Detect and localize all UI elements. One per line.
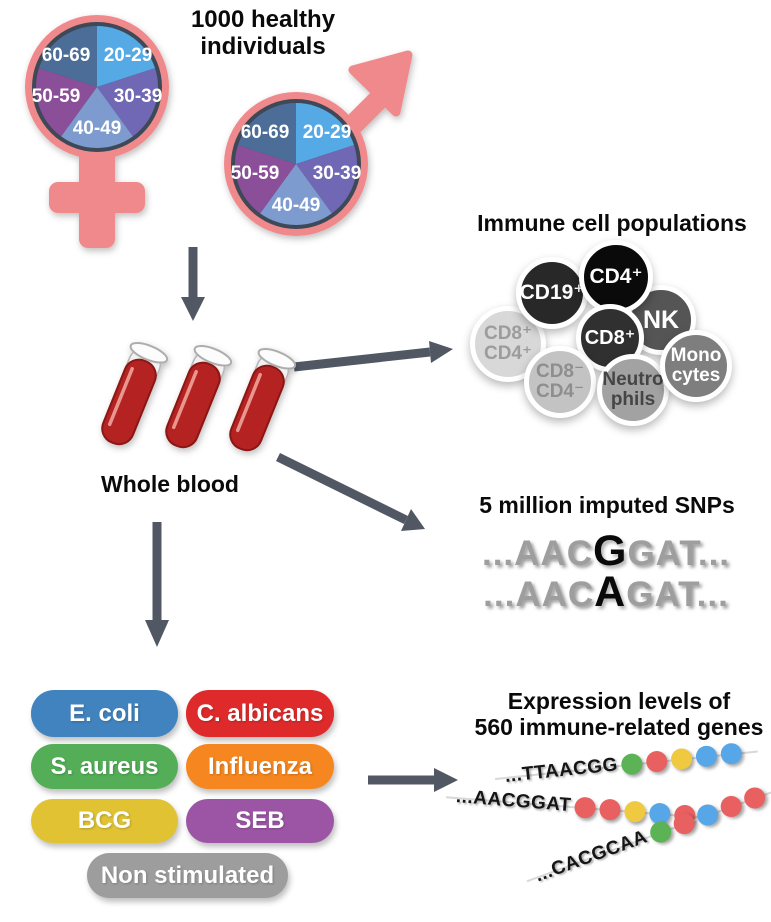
green-expression-dot <box>620 752 644 776</box>
cell-label: NK <box>642 306 680 334</box>
flow-arrows <box>145 247 458 792</box>
expression-title-line2: 560 immune-related genes <box>474 714 764 740</box>
whole-blood-label: Whole blood <box>101 471 239 497</box>
yellow-expression-dot <box>624 799 647 823</box>
red-expression-dot <box>645 749 669 773</box>
cell-label: CD19⁺ <box>519 281 585 304</box>
pie-label-20-29: 20-29 <box>303 122 352 143</box>
arrow-cohort-to-blood-head <box>181 297 205 321</box>
blood-tube-icon <box>101 342 169 446</box>
pie-label-20-29: 20-29 <box>104 45 153 66</box>
snp-seq-pre: ...AAC <box>483 575 595 614</box>
pill-label: BCG <box>77 807 132 834</box>
snp-variant-letter: G <box>592 527 628 575</box>
pill-label: C. albicans <box>196 699 324 727</box>
pie-slice-30-39 <box>97 68 159 137</box>
cell-neutrophils: Neutro phils <box>597 354 669 426</box>
cell-label: CD4⁻ <box>535 381 585 402</box>
pie-slice-60-69 <box>38 26 97 87</box>
stimulus-pill-bcg: BCG <box>31 799 178 843</box>
cell-label: CD8⁺ <box>483 323 533 344</box>
pill-label: SEB <box>235 807 285 834</box>
cohort-title: 1000 healthy individuals <box>190 6 336 60</box>
immune-cells-title: Immune cell populations <box>477 210 747 236</box>
snp-seq-post: GAT... <box>627 534 731 573</box>
snp-sequence-alt: ...AACAGAT... <box>450 568 762 617</box>
female-symbol: 20-29 30-39 40-49 50-59 60-69 <box>25 15 169 248</box>
snp-sequence-ref: ...AACGGAT... <box>450 527 762 576</box>
snp-seq-pre: ...AAC <box>481 534 593 573</box>
arrow-stimuli-to-expression-head <box>434 768 458 792</box>
blood-tubes <box>101 342 297 452</box>
arrow-blood-to-snps-head <box>401 509 425 531</box>
pie-label-40-49: 40-49 <box>73 118 122 139</box>
pie-slice-40-49 <box>260 164 332 226</box>
stimulus-pill-ecoli: E. coli <box>31 690 178 737</box>
pie-label-40-49: 40-49 <box>272 195 321 216</box>
arrow-blood-to-snps <box>276 452 408 525</box>
pie-label-50-59: 50-59 <box>32 86 81 107</box>
cell-cd4: CD4⁺ <box>579 240 653 314</box>
arrow-blood-to-cells <box>293 347 431 372</box>
pie-slice-60-69 <box>237 103 296 164</box>
stimulus-pill-saureus: S. aureus <box>31 744 178 789</box>
arrow-blood-to-cells-head <box>429 341 453 363</box>
red-expression-dot <box>599 797 622 821</box>
yellow-expression-dot <box>670 746 694 770</box>
pie-label-30-39: 30-39 <box>313 163 362 184</box>
pill-label: Non stimulated <box>100 861 275 889</box>
pie-slice-20-29 <box>97 26 156 87</box>
snp-seq-post: GAT... <box>626 575 729 614</box>
blue-expression-dot <box>695 744 719 768</box>
arrow-blood-to-stimuli-head <box>145 620 169 647</box>
pie-label-60-69: 60-69 <box>42 45 91 66</box>
cell-cd8neg-cd4neg: CD8⁻ CD4⁻ <box>524 346 596 418</box>
stimulus-pill-influenza: Influenza <box>186 744 334 789</box>
pie-slice-50-59 <box>35 68 97 137</box>
pie-slice-50-59 <box>234 145 296 214</box>
red-expression-dot <box>574 795 597 819</box>
cell-label: phils <box>610 389 656 410</box>
pie-slice-40-49 <box>61 87 133 149</box>
cell-label: CD8⁻ <box>535 361 585 382</box>
stimulus-pill-seb: SEB <box>186 799 334 843</box>
pie-label-50-59: 50-59 <box>231 163 280 184</box>
female-age-pie: 20-29 30-39 40-49 50-59 60-69 <box>32 26 163 149</box>
pie-slice-30-39 <box>296 145 358 214</box>
pill-label: Influenza <box>207 752 312 780</box>
blood-tube-icon <box>165 345 233 449</box>
cell-label: Neutro <box>602 369 664 390</box>
cell-label: CD4⁺ <box>589 265 643 288</box>
blue-expression-dot <box>720 741 744 765</box>
stimulus-pill-calbicans: C. albicans <box>186 690 334 737</box>
male-symbol: 20-29 30-39 40-49 50-59 60-69 <box>224 50 413 236</box>
pie-label-30-39: 30-39 <box>114 86 163 107</box>
snps-title: 5 million imputed SNPs <box>479 492 735 518</box>
cell-monocytes: Mono cytes <box>660 330 732 402</box>
pie-label-60-69: 60-69 <box>241 122 290 143</box>
expression-title-line1: Expression levels of <box>507 688 731 714</box>
blood-tube-icon <box>229 348 297 452</box>
pill-label: E. coli <box>69 699 140 727</box>
expression-title: Expression levels of 560 immune-related … <box>463 688 771 740</box>
male-age-pie: 20-29 30-39 40-49 50-59 60-69 <box>231 103 362 226</box>
stimulus-pill-nonstimulated: Non stimulated <box>87 853 288 898</box>
cell-cd19: CD19⁺ <box>516 257 588 329</box>
cell-label: cytes <box>671 365 721 386</box>
cell-cd8pos-cd4pos: CD8⁺ CD4⁺ <box>470 306 546 382</box>
pie-slice-20-29 <box>296 103 355 164</box>
cell-label: Mono <box>670 345 722 366</box>
male-arrow-head <box>348 50 413 117</box>
female-cross-bar <box>49 182 145 213</box>
snp-variant-letter: A <box>594 568 627 616</box>
cell-label: CD8⁺ <box>584 327 636 349</box>
pill-label: S. aureus <box>50 752 159 780</box>
cell-label: CD4⁺ <box>483 343 533 364</box>
